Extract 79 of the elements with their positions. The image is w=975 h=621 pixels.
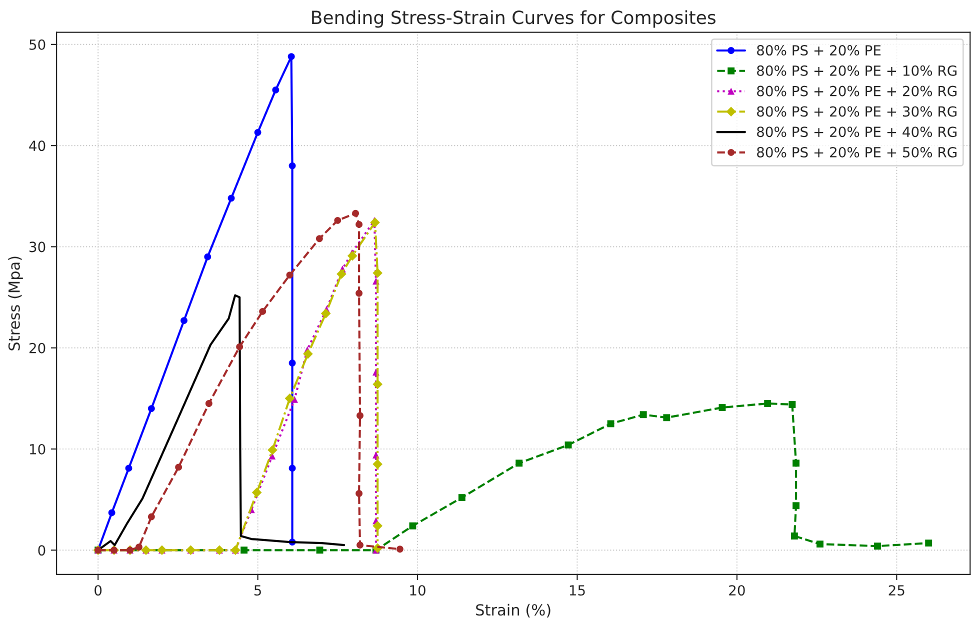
point (336, 269, 346, 279)
point (516, 460, 523, 467)
point (148, 405, 155, 412)
x-tick-label: 25 (888, 585, 904, 596)
y-tick-label: 10 (30, 444, 46, 454)
y-axis-title: Stress (Mpa) (8, 256, 23, 350)
point (396, 546, 404, 553)
legend-label: 80% PS + 20% PE (757, 45, 881, 56)
point (718, 404, 726, 412)
point (240, 546, 248, 554)
point (790, 532, 798, 540)
point (236, 343, 244, 350)
point (925, 540, 932, 547)
x-tick-label: 5 (254, 585, 261, 596)
x-axis-title: Strain (%) (476, 604, 550, 618)
point (180, 317, 188, 324)
point (334, 216, 342, 224)
point (288, 360, 296, 367)
point (320, 308, 331, 318)
point (288, 464, 296, 472)
point (125, 464, 132, 472)
point (816, 540, 824, 548)
point (372, 268, 382, 278)
point (640, 411, 647, 418)
point (148, 513, 155, 520)
point (792, 460, 800, 467)
point (205, 400, 212, 407)
legend-label: 80% PS + 20% PE + 10% RG (757, 65, 956, 76)
point (356, 220, 363, 228)
x-tick-label: 0 (94, 585, 102, 596)
y-tick-label: 50 (30, 39, 46, 50)
x-tick-label: 20 (729, 585, 745, 596)
point (409, 522, 416, 530)
point (356, 490, 363, 497)
y-tick-label: 30 (30, 242, 46, 252)
point (288, 53, 295, 60)
point (663, 414, 670, 422)
point (372, 459, 382, 470)
point (792, 502, 800, 510)
point (764, 400, 772, 407)
y-tick-label: 40 (29, 140, 46, 152)
point (254, 128, 262, 136)
y-tick-label: 0 (38, 545, 46, 556)
point (284, 394, 295, 404)
point (458, 494, 466, 502)
point (352, 210, 360, 217)
point (303, 349, 313, 359)
point (268, 445, 278, 455)
point (356, 290, 363, 297)
y-tick-label: 20 (29, 342, 46, 354)
point (874, 542, 881, 550)
point (372, 520, 382, 531)
point (108, 509, 116, 516)
point (370, 218, 380, 228)
point (135, 544, 142, 551)
point (272, 86, 280, 94)
chart-title: Bending Stress-Strain Curves for Composites (312, 10, 716, 28)
x-tick-label: 10 (410, 585, 426, 596)
point (564, 441, 572, 448)
point (288, 162, 296, 170)
legend-label: 80% PS + 20% PE + 50% RG (757, 146, 956, 158)
point (316, 546, 324, 554)
legend-label: 80% PS + 20% PE + 40% RG (757, 126, 956, 138)
point (259, 308, 266, 315)
point (175, 464, 182, 471)
legend-label: 80% PS + 20% PE + 30% RG (757, 106, 956, 117)
legend-label: 80% PS + 20% PE + 20% RG (757, 86, 956, 96)
point (372, 379, 382, 390)
point (286, 272, 294, 279)
point (316, 235, 323, 242)
point (252, 488, 262, 498)
point (204, 253, 212, 260)
x-tick-label: 15 (570, 585, 585, 596)
point (347, 250, 358, 261)
point (356, 412, 364, 420)
point (788, 401, 796, 408)
point (356, 542, 364, 549)
point (607, 420, 614, 428)
point (228, 194, 235, 202)
